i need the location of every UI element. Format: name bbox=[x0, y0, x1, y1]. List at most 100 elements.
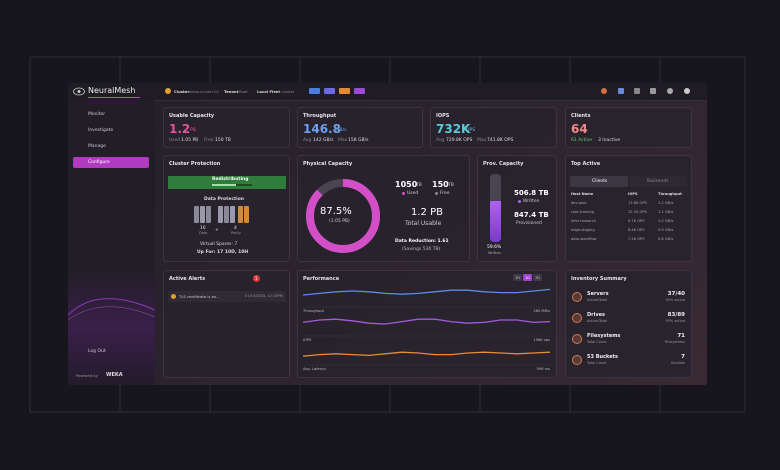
menu-item[interactable]: Investigate bbox=[73, 125, 149, 136]
kpi-value: 64 bbox=[571, 122, 588, 136]
menu-label: Configure bbox=[88, 160, 110, 165]
card-title: Inventory Summary bbox=[571, 276, 627, 282]
inventory-name: Servers bbox=[587, 291, 609, 297]
perf-name: IOPS bbox=[303, 338, 312, 342]
card-title: Performance bbox=[303, 276, 340, 282]
used-value: 1050 bbox=[395, 180, 418, 189]
card-title: Clients bbox=[571, 113, 591, 119]
tab-label: Backends bbox=[647, 179, 669, 184]
inventory-note: Buckets bbox=[671, 361, 685, 365]
menu-item-active[interactable]: Configure bbox=[73, 157, 149, 168]
alert-count: 1 bbox=[255, 276, 258, 281]
perf-value: 260 MB/s bbox=[533, 309, 550, 313]
inventory-name: 53 Buckets bbox=[587, 354, 618, 360]
range-button-active[interactable]: 1D bbox=[523, 274, 532, 281]
kpi-unit: GB/s bbox=[336, 128, 347, 133]
card-title: Cluster Protection bbox=[169, 161, 221, 167]
table-cell: 1.2 GB/s bbox=[658, 201, 674, 205]
tab-label: Clients bbox=[592, 179, 608, 184]
sub-value: 1.05 PB bbox=[181, 138, 199, 143]
sub-label: Free bbox=[204, 138, 214, 143]
icon-button[interactable] bbox=[618, 88, 624, 94]
tag bbox=[324, 88, 335, 94]
inventory-icon bbox=[572, 292, 582, 302]
tag bbox=[354, 88, 365, 94]
prov-label: 59.6% bbox=[487, 245, 502, 250]
range-button[interactable]: 7D bbox=[533, 274, 542, 281]
free-unit: TB bbox=[448, 183, 454, 188]
perf-value: 596 ms bbox=[537, 367, 551, 371]
perf-value: 156K ops bbox=[533, 338, 550, 342]
powered-by: Powered by bbox=[76, 373, 99, 378]
icon-button[interactable] bbox=[667, 88, 673, 94]
menu-label: Monitor bbox=[88, 112, 106, 117]
sub-label: Max bbox=[477, 138, 487, 143]
sub-value: 3 Inactive bbox=[598, 138, 621, 143]
icon-button[interactable] bbox=[684, 88, 690, 94]
donut-arc bbox=[306, 179, 380, 253]
inventory-icon bbox=[572, 313, 582, 323]
sub-label: Used bbox=[169, 138, 181, 143]
progress-bar bbox=[212, 184, 236, 186]
provisioned: 847.4 TB bbox=[514, 211, 549, 219]
inventory-note: 93% active bbox=[665, 319, 685, 323]
perf-line bbox=[302, 288, 551, 296]
menu-item[interactable]: Manage bbox=[73, 141, 149, 152]
card-title: Prov. Capacity bbox=[483, 161, 524, 167]
status-banner: Redistributing bbox=[168, 176, 286, 189]
written: 506.8 TB bbox=[514, 189, 549, 197]
card-title: Throughput bbox=[303, 113, 337, 119]
inventory-sub: Total Count bbox=[587, 340, 607, 344]
icon-button[interactable] bbox=[601, 88, 607, 94]
menu-item[interactable]: Monitor bbox=[73, 109, 149, 120]
perf-name: Avg. Latency bbox=[303, 367, 327, 371]
throughput-card: Throughput 146.8 GB/s Avg 142 GB/s Max 1… bbox=[297, 107, 423, 148]
cluster[interactable]: weka-cluster-01 bbox=[189, 89, 220, 94]
parity-count: 4 bbox=[234, 226, 237, 231]
physical-capacity-card: Physical Capacity 87.5% (1.05 PB) 1050 T… bbox=[297, 155, 470, 262]
column-header: Host Name bbox=[571, 192, 594, 196]
inventory-name: Drives bbox=[587, 312, 605, 318]
sub-value: 150 TB bbox=[215, 138, 231, 143]
range-button[interactable]: 1H bbox=[513, 274, 522, 281]
icon-button[interactable] bbox=[634, 88, 640, 94]
table-cell: data-workflow bbox=[571, 237, 597, 241]
sidebar-glow bbox=[68, 298, 155, 321]
table-cell: 0.8 GB/s bbox=[658, 237, 674, 241]
perf-name: Throughput bbox=[302, 309, 324, 313]
free-value: 150 bbox=[432, 180, 449, 189]
prov-bar bbox=[490, 201, 501, 242]
table-cell: 12.1K OPS bbox=[628, 210, 647, 214]
tenant[interactable]: Root bbox=[239, 89, 248, 94]
table-cell: edge-staging bbox=[571, 228, 595, 232]
tag bbox=[339, 88, 350, 94]
tab[interactable]: Backends bbox=[629, 176, 687, 187]
sidebar: Monitor Investigate Manage Configure Log… bbox=[68, 100, 155, 385]
dashboard: NeuralMesh Cluster weka-cluster-01 Tenan… bbox=[68, 83, 707, 385]
logo: NeuralMesh bbox=[88, 86, 136, 95]
card-title: IOPS bbox=[436, 113, 450, 119]
plus: + bbox=[215, 228, 219, 233]
fleet[interactable]: 1 cluster bbox=[278, 89, 295, 94]
table-cell: 0.9 GB/s bbox=[658, 228, 674, 232]
menu-label: Manage bbox=[88, 144, 106, 149]
donut-sub: (1.05 PB) bbox=[329, 219, 350, 224]
alert-row[interactable]: TLS certificate is ex... 07/15/2025, 12:… bbox=[168, 291, 286, 302]
total-label: Total Usable bbox=[405, 220, 442, 227]
tab-active[interactable]: Clients bbox=[570, 176, 628, 187]
logo-underline bbox=[88, 97, 140, 98]
inventory-card: Inventory Summary Servers Active/Total 37/… bbox=[565, 270, 692, 378]
kpi-value: 1.2 bbox=[169, 122, 191, 136]
inventory-note: 92% active bbox=[665, 298, 685, 302]
icon-button[interactable] bbox=[650, 88, 656, 94]
alerts-card: Active Alerts 1 TLS certificate is ex...… bbox=[163, 270, 290, 378]
provisioned-label: Provisioned bbox=[516, 221, 542, 226]
table-cell: dev-pool bbox=[571, 201, 587, 205]
table-cell: infer-research bbox=[571, 219, 596, 223]
table-cell: 1.1 GB/s bbox=[658, 210, 674, 214]
tenant-label: Tenant bbox=[224, 89, 239, 94]
inventory-name: Filesystems bbox=[587, 333, 621, 339]
donut bbox=[306, 179, 380, 253]
status: Redistributing bbox=[212, 177, 249, 182]
logout[interactable]: Log Out bbox=[88, 349, 106, 354]
